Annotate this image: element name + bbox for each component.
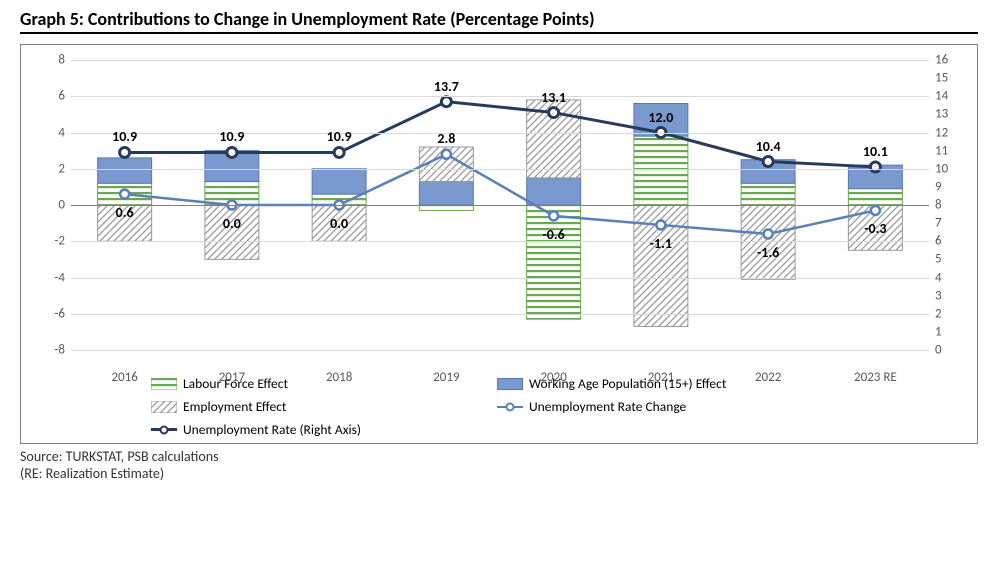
data-label: 2.8 [437,130,455,147]
left-axis-tick: -2 [39,234,65,249]
swatch-rate-line [151,428,177,431]
source-text: Source: TURKSTAT, PSB calculations [0,444,998,465]
bar-labour_force_effect [741,183,795,205]
bar-labour_force_effect [848,189,902,205]
legend-item: Working Age Population (15+) Effect [497,375,807,392]
left-axis-tick: 2 [39,161,65,176]
data-label: 0.0 [223,215,241,232]
right-axis-tick: 3 [935,288,963,303]
data-label: 10.9 [219,128,244,145]
right-axis-tick: 0 [935,343,963,358]
gridline [71,278,929,279]
right-axis-tick: 7 [935,216,963,231]
legend-label: Unemployment Rate Change [529,398,686,415]
legend-label: Working Age Population (15+) Effect [529,375,726,392]
bar-working_age_pop_effect [527,178,581,205]
left-axis-tick: 8 [39,53,65,68]
right-axis-tick: 11 [935,143,963,158]
line-marker [871,206,880,215]
right-axis-tick: 1 [935,324,963,339]
line-marker [549,108,559,118]
left-axis-tick: -6 [39,306,65,321]
line-marker [120,147,130,157]
note-text: (RE: Realization Estimate) [0,465,998,482]
line-marker [763,157,773,167]
gridline [71,60,929,61]
chart-title: Graph 5: Contributions to Change in Unem… [0,0,998,32]
line-marker [656,220,665,229]
line-marker [334,147,344,157]
title-rule [20,32,978,34]
right-axis-tick: 8 [935,198,963,213]
bar-working_age_pop_effect [98,158,152,183]
right-axis-tick: 6 [935,234,963,249]
right-axis-tick: 9 [935,179,963,194]
line-marker [227,147,237,157]
line-marker [442,150,451,159]
gridline [71,241,929,242]
left-axis-tick: 4 [39,125,65,140]
gridline [71,96,929,97]
line-marker [549,211,558,220]
data-label: 0.6 [116,204,134,221]
swatch-change-line [497,406,523,408]
data-label: -0.3 [864,220,886,237]
data-label: 10.9 [327,128,352,145]
data-label: 13.1 [541,89,566,106]
bar-labour_force_effect [634,136,688,205]
line-marker [120,190,129,199]
legend: Labour Force Effect Working Age Populatio… [151,375,897,438]
legend-label: Employment Effect [183,398,286,415]
legend-label: Unemployment Rate (Right Axis) [183,421,361,438]
right-axis-tick: 13 [935,107,963,122]
right-axis-tick: 2 [935,306,963,321]
data-label: 13.7 [434,78,459,95]
bar-working_age_pop_effect [419,181,473,205]
right-axis-tick: 5 [935,252,963,267]
left-axis-tick: -8 [39,343,65,358]
right-axis-tick: 15 [935,71,963,86]
line-marker [441,97,451,107]
category-label: 2016 [111,370,137,385]
gridline [71,169,929,170]
bar-working_age_pop_effect [312,169,366,194]
gridline [71,314,929,315]
legend-item: Labour Force Effect [151,375,461,392]
gridline [71,205,929,206]
right-axis-tick: 14 [935,89,963,104]
data-label: 10.9 [112,128,137,145]
line-marker [870,162,880,172]
legend-label: Labour Force Effect [183,375,288,392]
swatch-working-age [497,378,523,390]
swatch-labour-force [151,378,177,390]
swatch-employment [151,401,177,413]
data-label: -1.6 [757,244,779,261]
bar-labour_force_effect [527,205,581,319]
data-label: -1.1 [650,235,672,252]
plot-area: -8-6-4-202468012345678910111213141516201… [71,60,929,350]
data-label: 10.4 [756,138,781,155]
line-marker [764,230,773,239]
right-axis-tick: 16 [935,53,963,68]
gridline [71,350,929,351]
left-axis-tick: 6 [39,89,65,104]
data-label: 12.0 [648,109,673,126]
right-axis-tick: 12 [935,125,963,140]
gridline [71,133,929,134]
legend-item: Unemployment Rate (Right Axis) [151,421,461,438]
right-axis-tick: 4 [935,270,963,285]
data-label: -0.6 [543,226,565,243]
bar-employment_effect [205,205,259,259]
left-axis-tick: -4 [39,270,65,285]
left-axis-tick: 0 [39,198,65,213]
right-axis-tick: 10 [935,161,963,176]
data-label: 10.1 [863,143,888,160]
legend-item: Employment Effect [151,398,461,415]
chart-container: -8-6-4-202468012345678910111213141516201… [20,44,978,444]
data-label: 0.0 [330,215,348,232]
legend-item: Unemployment Rate Change [497,398,807,415]
